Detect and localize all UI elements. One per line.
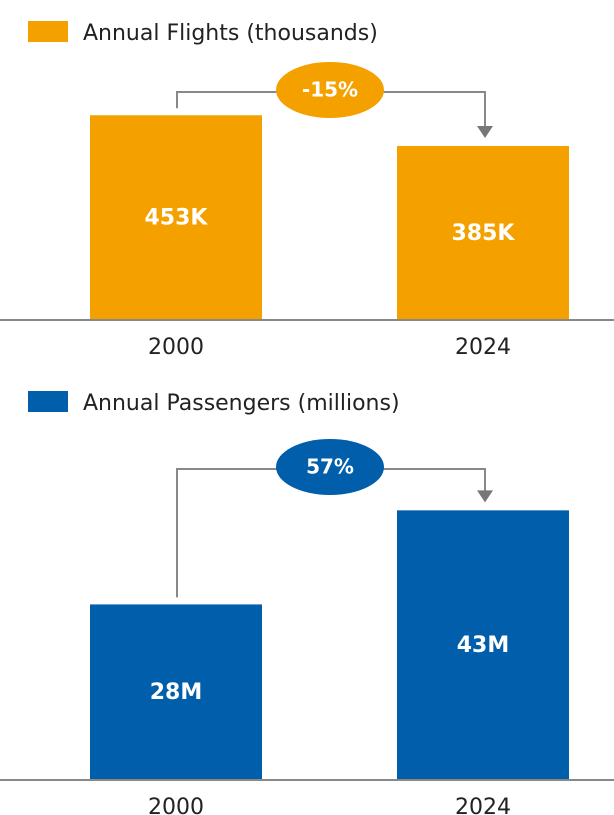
bar [90, 115, 262, 320]
change-badge [276, 439, 384, 495]
change-badge [276, 62, 384, 118]
bar [397, 510, 569, 780]
legend-swatch [28, 21, 68, 42]
legend-swatch [28, 391, 68, 412]
x-tick-label: 2024 [455, 795, 511, 815]
legend-label: Annual Passengers (millions) [83, 391, 400, 416]
change-label: 57% [306, 455, 354, 479]
x-tick-label: 2000 [148, 335, 204, 360]
bar [90, 604, 262, 780]
data-label: 28M [150, 680, 203, 705]
bar [397, 145, 569, 320]
x-tick-label: 2000 [148, 795, 204, 815]
arrow-head [477, 125, 493, 138]
x-tick-label: 2024 [455, 335, 511, 360]
change-label: -15% [302, 78, 358, 102]
arrow-head [477, 490, 493, 503]
legend-label: Annual Flights (thousands) [83, 21, 378, 46]
data-label: 453K [145, 206, 209, 231]
data-label: 385K [452, 221, 516, 246]
data-label: 43M [457, 633, 510, 658]
